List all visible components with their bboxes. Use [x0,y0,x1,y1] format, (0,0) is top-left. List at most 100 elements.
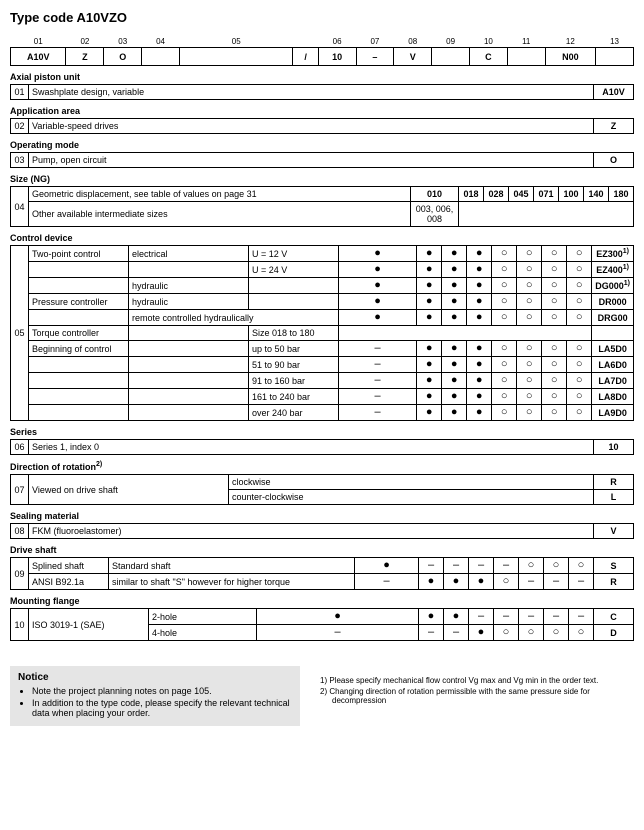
marker: ○ [567,341,592,357]
row-num: 08 [11,524,29,539]
marker: – [339,405,417,421]
ctrl-c2 [129,373,249,389]
ctrl-c1 [29,262,129,278]
marker: ● [442,341,467,357]
code-cell: – [356,48,394,66]
ctrl-c1 [29,405,129,421]
size-col: 071 [534,187,559,202]
marker: – [544,574,569,590]
pos-cell: 12 [545,35,595,48]
marker: ○ [517,262,542,278]
row-num: 01 [11,85,29,100]
pos-cell: 04 [142,35,180,48]
marker: ● [467,294,492,310]
row-num: 04 [11,187,29,227]
marker: – [339,341,417,357]
ctrl-c2: hydraulic [129,294,249,310]
pos-cell [293,35,318,48]
ctrl-c3: 161 to 240 bar [249,389,339,405]
ctrl-code: LA9D0 [592,405,634,421]
row-text: Swashplate design, variable [29,85,594,100]
ctrl-c2 [129,262,249,278]
code-cell [507,48,545,66]
marker: – [569,609,594,625]
notice-box: Notice Note the project planning notes o… [10,666,300,726]
size-col: 045 [509,187,534,202]
ctrl-c1: Torque controller [29,326,129,341]
type-code-table: 01020304050607080910111213 A10VZO/10–VCN… [10,35,634,66]
dir-code: L [594,490,634,505]
marker: ○ [519,558,544,574]
marker: ● [442,405,467,421]
marker: ○ [517,278,542,294]
marker: – [444,558,469,574]
row-code: 10 [594,440,634,455]
marker: ○ [492,373,517,389]
code-cell [142,48,180,66]
marker: ● [417,310,442,326]
marker: ○ [492,310,517,326]
pos-cell: 13 [596,35,634,48]
marker: ○ [517,405,542,421]
section-title: Direction of rotation2) [10,461,634,472]
marker: ○ [492,262,517,278]
marker: ○ [517,341,542,357]
row-code: V [594,524,634,539]
marker: ○ [494,574,519,590]
ctrl-c3: U = 24 V [249,262,339,278]
marker: ○ [569,558,594,574]
section-title: Series [10,427,634,437]
marker: ● [467,357,492,373]
pos-cell: 03 [104,35,142,48]
marker: ● [339,246,417,262]
marker: – [494,609,519,625]
ctrl-c2: hydraulic [129,278,249,294]
row-text: FKM (fluoroelastomer) [29,524,594,539]
marker: ● [467,341,492,357]
ctrl-c1: Two-point control [29,246,129,262]
marker: ● [417,294,442,310]
footnote: 2) Changing direction of rotation permis… [320,687,634,705]
marker: ○ [542,341,567,357]
size-col: 010 [411,187,459,202]
marker: ○ [542,373,567,389]
ctrl-c3 [249,294,339,310]
footnotes: 1) Please specify mechanical flow contro… [320,676,634,707]
ctrl-code: DR000 [592,294,634,310]
marker: ○ [492,405,517,421]
pos-cell: 06 [318,35,356,48]
flange-code: C [594,609,634,625]
ctrl-c1: Pressure controller [29,294,129,310]
code-cell [179,48,293,66]
marker: ○ [567,389,592,405]
ctrl-c1 [29,373,129,389]
ctrl-c1 [29,310,129,326]
shaft-c2: similar to shaft "S" however for higher … [109,574,355,590]
section-title: Control device [10,233,634,243]
flange-c2: 2-hole [149,609,257,625]
section-title: Application area [10,106,634,116]
ctrl-c3: over 240 bar [249,405,339,421]
flange-code: D [594,625,634,641]
marker: ○ [492,246,517,262]
marker: – [519,609,544,625]
shaft-c2: Standard shaft [109,558,355,574]
ctrl-c3: U = 12 V [249,246,339,262]
marker: ● [442,278,467,294]
ctrl-c3: 51 to 90 bar [249,357,339,373]
ctrl-code [592,326,634,341]
marker: ● [417,341,442,357]
size-col: 028 [484,187,509,202]
marker: ● [339,278,417,294]
marker: ● [417,373,442,389]
marker: ○ [542,389,567,405]
marker: – [257,625,419,641]
marker: ● [417,246,442,262]
ctrl-code: DRG00 [592,310,634,326]
marker: ○ [492,278,517,294]
size-text: Geometric displacement, see table of val… [29,187,411,202]
code-cell: Z [66,48,104,66]
ctrl-code: EZ4001) [592,262,634,278]
marker: ● [417,405,442,421]
section-title: Drive shaft [10,545,634,555]
